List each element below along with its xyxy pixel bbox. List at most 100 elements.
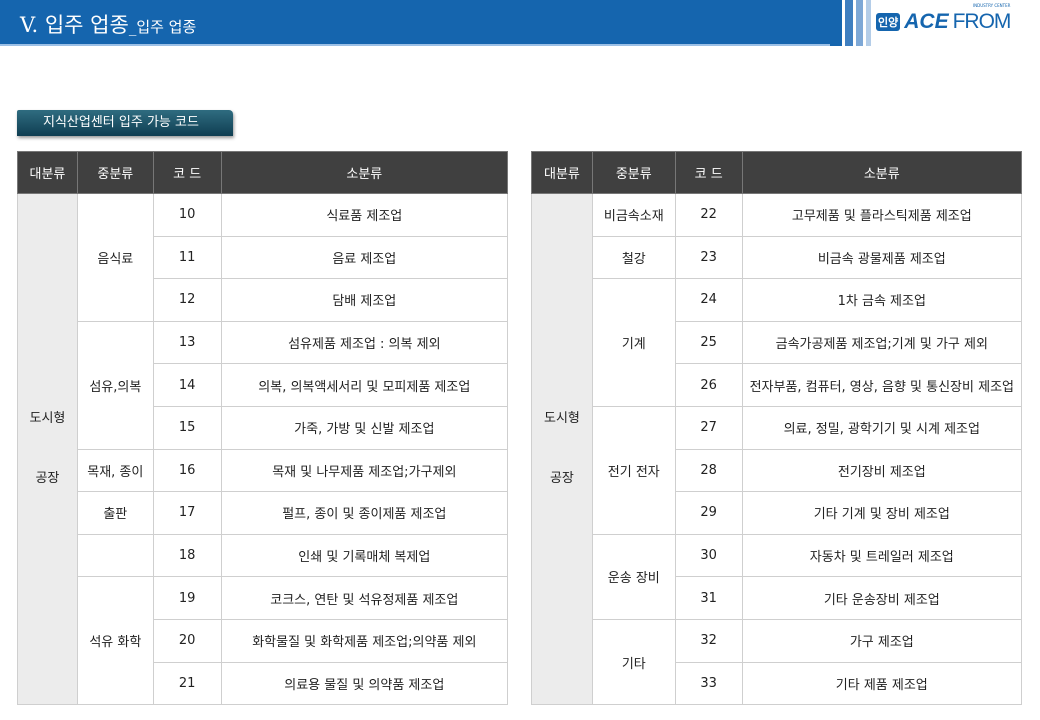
mid-category: 운송 장비 <box>591 533 676 620</box>
mid-category: 기계 <box>591 278 676 407</box>
mid-category <box>76 533 154 578</box>
code-cell: 20 <box>152 618 222 663</box>
sub-category-cell: 음료 제조업 <box>220 235 509 280</box>
sub-category-cell: 담배 제조업 <box>220 278 509 322</box>
sub-category-cell: 식료품 제조업 <box>220 193 509 237</box>
code-cell: 10 <box>152 193 222 237</box>
major-category: 도시형 공장 <box>17 192 78 706</box>
table-row: 31 기타 운송장비 제조업 <box>532 576 1023 620</box>
code-cell: 30 <box>674 533 743 578</box>
header-stripes <box>830 0 871 46</box>
table-row: 14 의복, 의복액세서리 및 모피제품 제조업 <box>18 363 509 407</box>
code-cell: 22 <box>674 193 743 237</box>
column-header: 중분류 <box>591 151 676 194</box>
title-sub: _입주 업종 <box>128 18 197 36</box>
sub-category-cell: 비금속 광물제품 제조업 <box>741 235 1023 280</box>
table-row: 21 의료용 물질 및 의약품 제조업 <box>18 661 509 706</box>
sub-category-cell: 기타 제품 제조업 <box>741 661 1023 706</box>
sub-category-cell: 기타 기계 및 장비 제조업 <box>741 491 1023 535</box>
logo: 인양 ACE FROM INDUSTRY CENTER <box>876 3 1012 34</box>
mid-category: 출판 <box>76 491 154 535</box>
code-cell: 32 <box>674 618 743 663</box>
code-cell: 17 <box>152 491 222 535</box>
sub-category-cell: 1차 금속 제조업 <box>741 278 1023 322</box>
table-header: 대분류 중분류 코 드 소분류 <box>531 151 1023 194</box>
sub-category-cell: 코크스, 연탄 및 석유정제품 제조업 <box>220 576 509 620</box>
table-header: 대분류 중분류 코 드 소분류 <box>17 151 509 194</box>
table-row: 전기 전자 27 의료, 정밀, 광학기기 및 시계 제조업 <box>532 405 1023 535</box>
mid-category: 석유 화학 <box>76 576 154 706</box>
code-cell: 31 <box>674 576 743 620</box>
title-main: V. 입주 업종 <box>20 13 129 37</box>
code-cell: 27 <box>674 405 743 450</box>
sub-category-cell: 펄프, 종이 및 종이제품 제조업 <box>220 491 509 535</box>
sub-category-cell: 자동차 및 트레일러 제조업 <box>741 533 1023 578</box>
code-cell: 25 <box>674 320 743 365</box>
sub-category-cell: 가죽, 가방 및 신발 제조업 <box>220 405 509 450</box>
mid-category: 목재, 종이 <box>76 448 154 493</box>
table-row: 기타 32 가구 제조업 <box>532 618 1023 706</box>
table-row: 15 가죽, 가방 및 신발 제조업 <box>18 405 509 450</box>
table-row: 18 인쇄 및 기록매체 복제업 <box>18 533 509 578</box>
mid-category: 섬유,의복 <box>76 320 154 450</box>
logo-ace: ACE <box>904 10 949 33</box>
sub-category-cell: 의료용 물질 및 의약품 제조업 <box>220 661 509 706</box>
sub-category-cell: 의복, 의복액세서리 및 모피제품 제조업 <box>220 363 509 407</box>
table-row: 20 화학물질 및 화학제품 제조업;의약품 제외 <box>18 618 509 663</box>
sub-category-cell: 의료, 정밀, 광학기기 및 시계 제조업 <box>741 405 1023 450</box>
code-cell: 33 <box>674 661 743 706</box>
code-cell: 11 <box>152 235 222 280</box>
code-cell: 23 <box>674 235 743 280</box>
table-row: 29 기타 기계 및 장비 제조업 <box>532 491 1023 535</box>
table-row: 도시형 공장 음식료 10 식료품 제조업 <box>17 192 509 706</box>
column-header: 코 드 <box>152 151 222 194</box>
table-row: 철강 23 비금속 광물제품 제조업 <box>532 235 1023 280</box>
table-row: 26 전자부품, 컴퓨터, 영상, 음향 및 통신장비 제조업 <box>532 363 1023 407</box>
code-cell: 13 <box>152 320 222 365</box>
table-row: 기계 24 1차 금속 제조업 <box>532 278 1023 407</box>
mid-category: 음식료 <box>76 193 154 322</box>
table-row: 운송 장비 30 자동차 및 트레일러 제조업 <box>532 533 1023 620</box>
table-row: 목재, 종이 16 목재 및 나무제품 제조업;가구제외 <box>18 448 509 493</box>
column-header: 중분류 <box>76 151 154 194</box>
table-row: 25 금속가공제품 제조업;기계 및 가구 제외 <box>532 320 1023 365</box>
sub-category-cell: 섬유제품 제조업 : 의복 제외 <box>220 320 509 365</box>
code-cell: 15 <box>152 405 222 450</box>
code-table-right: 대분류 중분류 코 드 소분류 도시형 공장 비금속소재 22 고무제품 및 플라스틱제품 제조… <box>531 151 1023 706</box>
column-header: 대분류 <box>531 151 593 194</box>
sub-category-cell: 목재 및 나무제품 제조업;가구제외 <box>220 448 509 493</box>
mid-category: 기타 <box>591 618 676 706</box>
code-cell: 12 <box>152 278 222 322</box>
logo-tagline: INDUSTRY CENTER <box>972 3 1011 8</box>
table-row: 석유 화학 19 코크스, 연탄 및 석유정제품 제조업 <box>18 576 509 706</box>
code-cell: 18 <box>152 533 222 578</box>
section-subtitle: 지식산업센터 입주 가능 코드 <box>17 110 233 136</box>
sub-category-cell: 금속가공제품 제조업;기계 및 가구 제외 <box>741 320 1023 365</box>
table-row: 섬유,의복 13 섬유제품 제조업 : 의복 제외 <box>18 320 509 450</box>
logo-from: FROM <box>952 10 1012 33</box>
table-row: 12 담배 제조업 <box>18 278 509 322</box>
major-category: 도시형 공장 <box>531 192 593 706</box>
table-row: 출판 17 펄프, 종이 및 종이제품 제조업 <box>18 491 509 535</box>
code-cell: 19 <box>152 576 222 620</box>
sub-category-cell: 전기장비 제조업 <box>741 448 1023 493</box>
column-header: 대분류 <box>17 151 78 194</box>
table-row: 33 기타 제품 제조업 <box>532 661 1023 706</box>
table-row: 11 음료 제조업 <box>18 235 509 280</box>
column-header: 코 드 <box>674 151 743 194</box>
page-title: V. 입주 업종_입주 업종 <box>20 9 196 39</box>
mid-category: 전기 전자 <box>591 405 676 535</box>
code-cell: 29 <box>674 491 743 535</box>
code-cell: 24 <box>674 278 743 322</box>
code-cell: 16 <box>152 448 222 493</box>
logo-badge: 인양 <box>876 13 901 31</box>
code-cell: 28 <box>674 448 743 493</box>
code-table-left: 대분류 중분류 코 드 소분류 도시형 공장 음식료 10 식료품 제조업 11 음료 제조업 12 담… <box>17 151 509 706</box>
mid-category: 철강 <box>591 235 676 280</box>
sub-category-cell: 고무제품 및 플라스틱제품 제조업 <box>741 193 1023 237</box>
header-bar: V. 입주 업종_입주 업종 <box>0 0 830 46</box>
sub-category-cell: 가구 제조업 <box>741 618 1023 663</box>
table-row: 도시형 공장 비금속소재 22 고무제품 및 플라스틱제품 제조업 <box>531 192 1023 706</box>
sub-category-cell: 전자부품, 컴퓨터, 영상, 음향 및 통신장비 제조업 <box>741 363 1023 407</box>
sub-category-cell: 기타 운송장비 제조업 <box>741 576 1023 620</box>
